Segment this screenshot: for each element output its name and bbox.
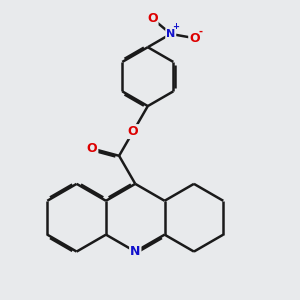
- Text: N: N: [130, 245, 140, 258]
- Text: O: O: [128, 125, 138, 138]
- Text: +: +: [172, 22, 179, 31]
- Text: -: -: [198, 27, 203, 37]
- Text: O: O: [147, 12, 158, 25]
- Text: N: N: [166, 29, 176, 39]
- Text: O: O: [189, 32, 200, 45]
- Text: O: O: [87, 142, 98, 155]
